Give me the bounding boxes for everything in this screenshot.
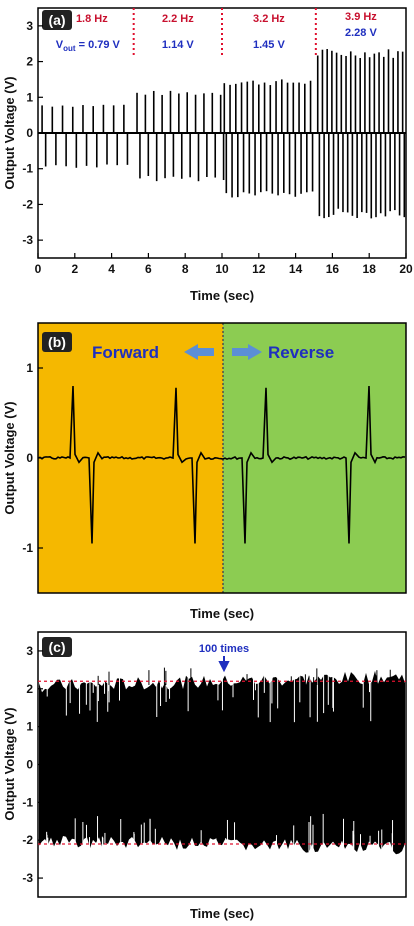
vout-value: = 0.79 V [76, 39, 121, 51]
panel-a-x-ticks: 0 2 4 6 8 10 12 14 16 18 20 [35, 253, 413, 276]
y-tick-label: -3 [22, 871, 33, 885]
segment-vout-label: Vout = 0.79 V [56, 39, 121, 53]
y-tick-label: 2 [26, 55, 33, 69]
panel-c-xlabel: Time (sec) [190, 906, 254, 921]
x-tick-label: 6 [145, 262, 152, 276]
x-tick-label: 18 [363, 262, 377, 276]
reverse-label: Reverse [268, 343, 334, 362]
y-tick-label: 3 [26, 19, 33, 33]
panel-a-segment-labels: 1.8 Hz Vout = 0.79 V 2.2 Hz 1.14 V 3.2 Hz 1.4… [56, 11, 378, 53]
panel-c-ylabel: Output Voltage (V) [2, 707, 17, 820]
panel-a-xlabel: Time (sec) [190, 288, 254, 303]
y-tick-label: 1 [26, 720, 33, 734]
y-tick-label: -1 [22, 162, 33, 176]
x-tick-label: 20 [399, 262, 413, 276]
forward-label: Forward [92, 343, 159, 362]
panel-c-tag-bg [42, 637, 72, 657]
panel-b-signal [37, 385, 406, 544]
panel-c-y-ticks: 3 2 1 0 -1 -2 -3 [22, 644, 43, 885]
y-tick-label: -1 [22, 795, 33, 809]
y-tick-label: -2 [22, 833, 33, 847]
pulse-trace [37, 385, 406, 544]
arrow-left-icon [184, 344, 214, 360]
panel-b-tag: (b) [48, 334, 66, 350]
panel-a-ylabel: Output Voltage (V) [2, 76, 17, 189]
x-tick-label: 14 [289, 262, 303, 276]
x-tick-label: 0 [35, 262, 42, 276]
vout-subscript: out [63, 44, 76, 53]
panel-a-signal [38, 49, 406, 219]
x-tick-label: 2 [71, 262, 78, 276]
panel-b-tag-bg [42, 332, 72, 352]
panel-a-tag: (a) [48, 12, 65, 28]
panel-a-tag-bg [42, 10, 72, 30]
panel-a-y-ticks: 3 2 1 0 -1 -2 -3 [22, 19, 43, 247]
y-tick-label: 0 [26, 126, 33, 140]
panel-b-xlabel: Time (sec) [190, 606, 254, 621]
y-tick-label: -2 [22, 197, 33, 211]
x-tick-label: 10 [215, 262, 229, 276]
segment-frequency-label: 1.8 Hz [76, 13, 108, 25]
x-tick-label: 16 [326, 262, 340, 276]
panel-c-reference-lines [38, 680, 406, 845]
panel-b-ylabel: Output Voltage (V) [2, 401, 17, 514]
panel-a-dividers [132, 8, 317, 58]
x-tick-label: 12 [252, 262, 266, 276]
arrow-right-icon [232, 344, 262, 360]
y-tick-label: 2 [26, 682, 33, 696]
x-tick-label: 8 [182, 262, 189, 276]
panel-c-tag: (c) [48, 639, 65, 655]
segment-vout-label: 2.28 V [345, 27, 377, 39]
panel-b-y-ticks: 1 0 -1 [22, 361, 43, 555]
y-tick-label: 1 [26, 90, 33, 104]
y-tick-label: 0 [26, 758, 33, 772]
panel-a: (a) 1.8 Hz Vout = 0.79 V 2.2 Hz 1.14 V 3.2 H… [2, 7, 413, 303]
panel-c-signal-band [39, 670, 405, 855]
panel-c: (c) 100 times 3 2 1 0 -1 -2 -3 Time (sec) Outp… [2, 631, 407, 921]
annotation-100-times: 100 times [199, 643, 249, 655]
panel-c-spikes [46, 666, 394, 863]
segment-frequency-label: 3.2 Hz [253, 13, 285, 25]
segment-frequency-label: 2.2 Hz [162, 13, 194, 25]
segment-vout-label: 1.45 V [253, 39, 285, 51]
x-tick-label: 4 [108, 262, 115, 276]
y-tick-label: -1 [22, 541, 33, 555]
segment-vout-label: 1.14 V [162, 39, 194, 51]
y-tick-label: 3 [26, 644, 33, 658]
vout-symbol: V [56, 39, 64, 51]
segment-frequency-label: 3.9 Hz [345, 11, 377, 23]
y-tick-label: 0 [26, 451, 33, 465]
panel-b: (b) Forward Reverse 1 0 -1 Time (sec) Outp… [2, 322, 407, 621]
y-tick-label: 1 [26, 361, 33, 375]
y-tick-label: -3 [22, 233, 33, 247]
annotation-arrow-icon [218, 656, 230, 673]
